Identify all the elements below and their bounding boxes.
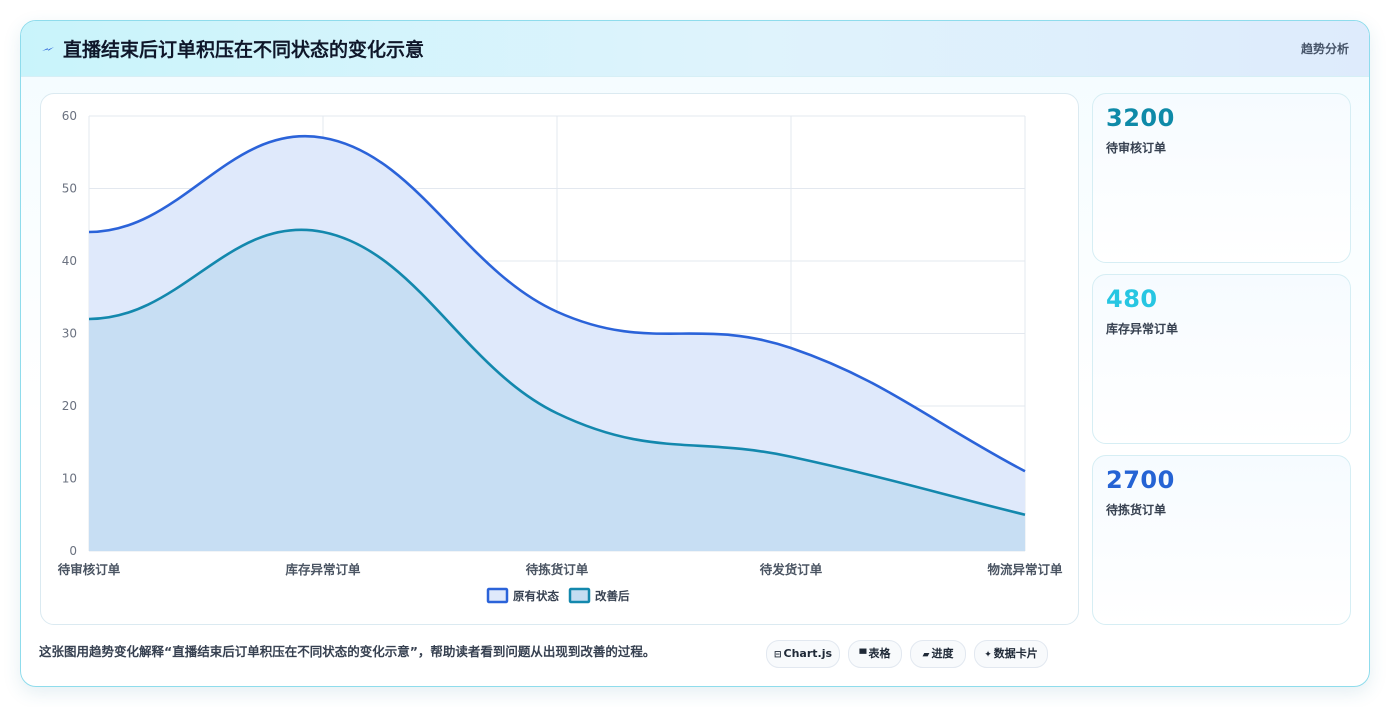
x-tick-label: 待审核订单 <box>58 562 121 577</box>
sparkle-icon: ✦ <box>984 650 992 660</box>
chip-progress[interactable]: ▰ 进度 <box>910 640 966 668</box>
legend-label-1[interactable]: 改善后 <box>595 589 630 603</box>
progress-icon: ▰ <box>922 650 930 660</box>
chip-label: 进度 <box>931 647 954 660</box>
chip-data-cards[interactable]: ✦ 数据卡片 <box>974 640 1048 668</box>
kpi-label: 待拣货订单 <box>1106 503 1167 517</box>
chart-footnote: 这张图用趋势变化解释“直播结束后订单积压在不同状态的变化示意”，帮助读者看到问题… <box>39 644 656 659</box>
y-tick-label: 0 <box>69 544 77 558</box>
kpi-label: 待审核订单 <box>1106 141 1167 155</box>
x-tick-label: 待发货订单 <box>760 562 823 577</box>
series-area-1 <box>89 229 1025 551</box>
kpi-card-pending-picking: 2700 待拣货订单 <box>1092 455 1351 625</box>
chip-label: 表格 <box>868 647 891 660</box>
trend-analysis-tag: 趋势分析 <box>1300 42 1349 56</box>
x-tick-label: 待拣货订单 <box>526 562 589 577</box>
chart-icon: ⊟ <box>773 650 782 660</box>
lightning-icon <box>42 47 54 51</box>
area-chart: 0 10 20 30 40 50 60 待审核订单 库存异常订单 待拣货订单 待发货订单 物流异常订… <box>58 109 1063 604</box>
kpi-value: 2700 <box>1106 466 1175 494</box>
page-title: 直播结束后订单积压在不同状态的变化示意 <box>63 39 425 61</box>
x-tick-label: 库存异常订单 <box>285 562 361 577</box>
chip-label: 数据卡片 <box>993 647 1038 660</box>
table-icon: ▀ <box>859 650 867 660</box>
chip-table[interactable]: ▀ 表格 <box>848 640 902 668</box>
chart-panel: 0 10 20 30 40 50 60 待审核订单 库存异常订单 待拣货订单 待发货订单 物流异常订… <box>40 93 1079 625</box>
y-tick-label: 60 <box>62 109 77 123</box>
kpi-label: 库存异常订单 <box>1106 322 1179 336</box>
legend-swatch-1[interactable] <box>568 587 591 604</box>
x-tick-label: 物流异常订单 <box>987 562 1063 577</box>
y-tick-label: 40 <box>62 254 77 268</box>
chip-chartjs[interactable]: ⊟ Chart.js <box>766 640 840 668</box>
kpi-card-pending-review: 3200 待审核订单 <box>1092 93 1351 263</box>
series-line-1[interactable] <box>88 228 1026 517</box>
card-header: 直播结束后订单积压在不同状态的变化示意 趋势分析 <box>21 21 1369 77</box>
kpi-card-inventory-exception: 480 库存异常订单 <box>1092 274 1351 444</box>
y-tick-label: 10 <box>62 472 77 486</box>
dashboard-card: 直播结束后订单积压在不同状态的变化示意 趋势分析 0 10 20 30 40 50 60 待… <box>20 20 1370 687</box>
kpi-value: 3200 <box>1106 104 1175 132</box>
series-line-0[interactable] <box>88 134 1026 473</box>
chip-label: Chart.js <box>783 647 833 660</box>
y-tick-label: 30 <box>62 327 77 341</box>
kpi-value: 480 <box>1106 285 1158 313</box>
legend-swatch-0[interactable] <box>486 587 509 604</box>
legend-label-0[interactable]: 原有状态 <box>513 589 559 603</box>
y-tick-label: 50 <box>62 182 77 196</box>
y-tick-label: 20 <box>62 399 77 413</box>
